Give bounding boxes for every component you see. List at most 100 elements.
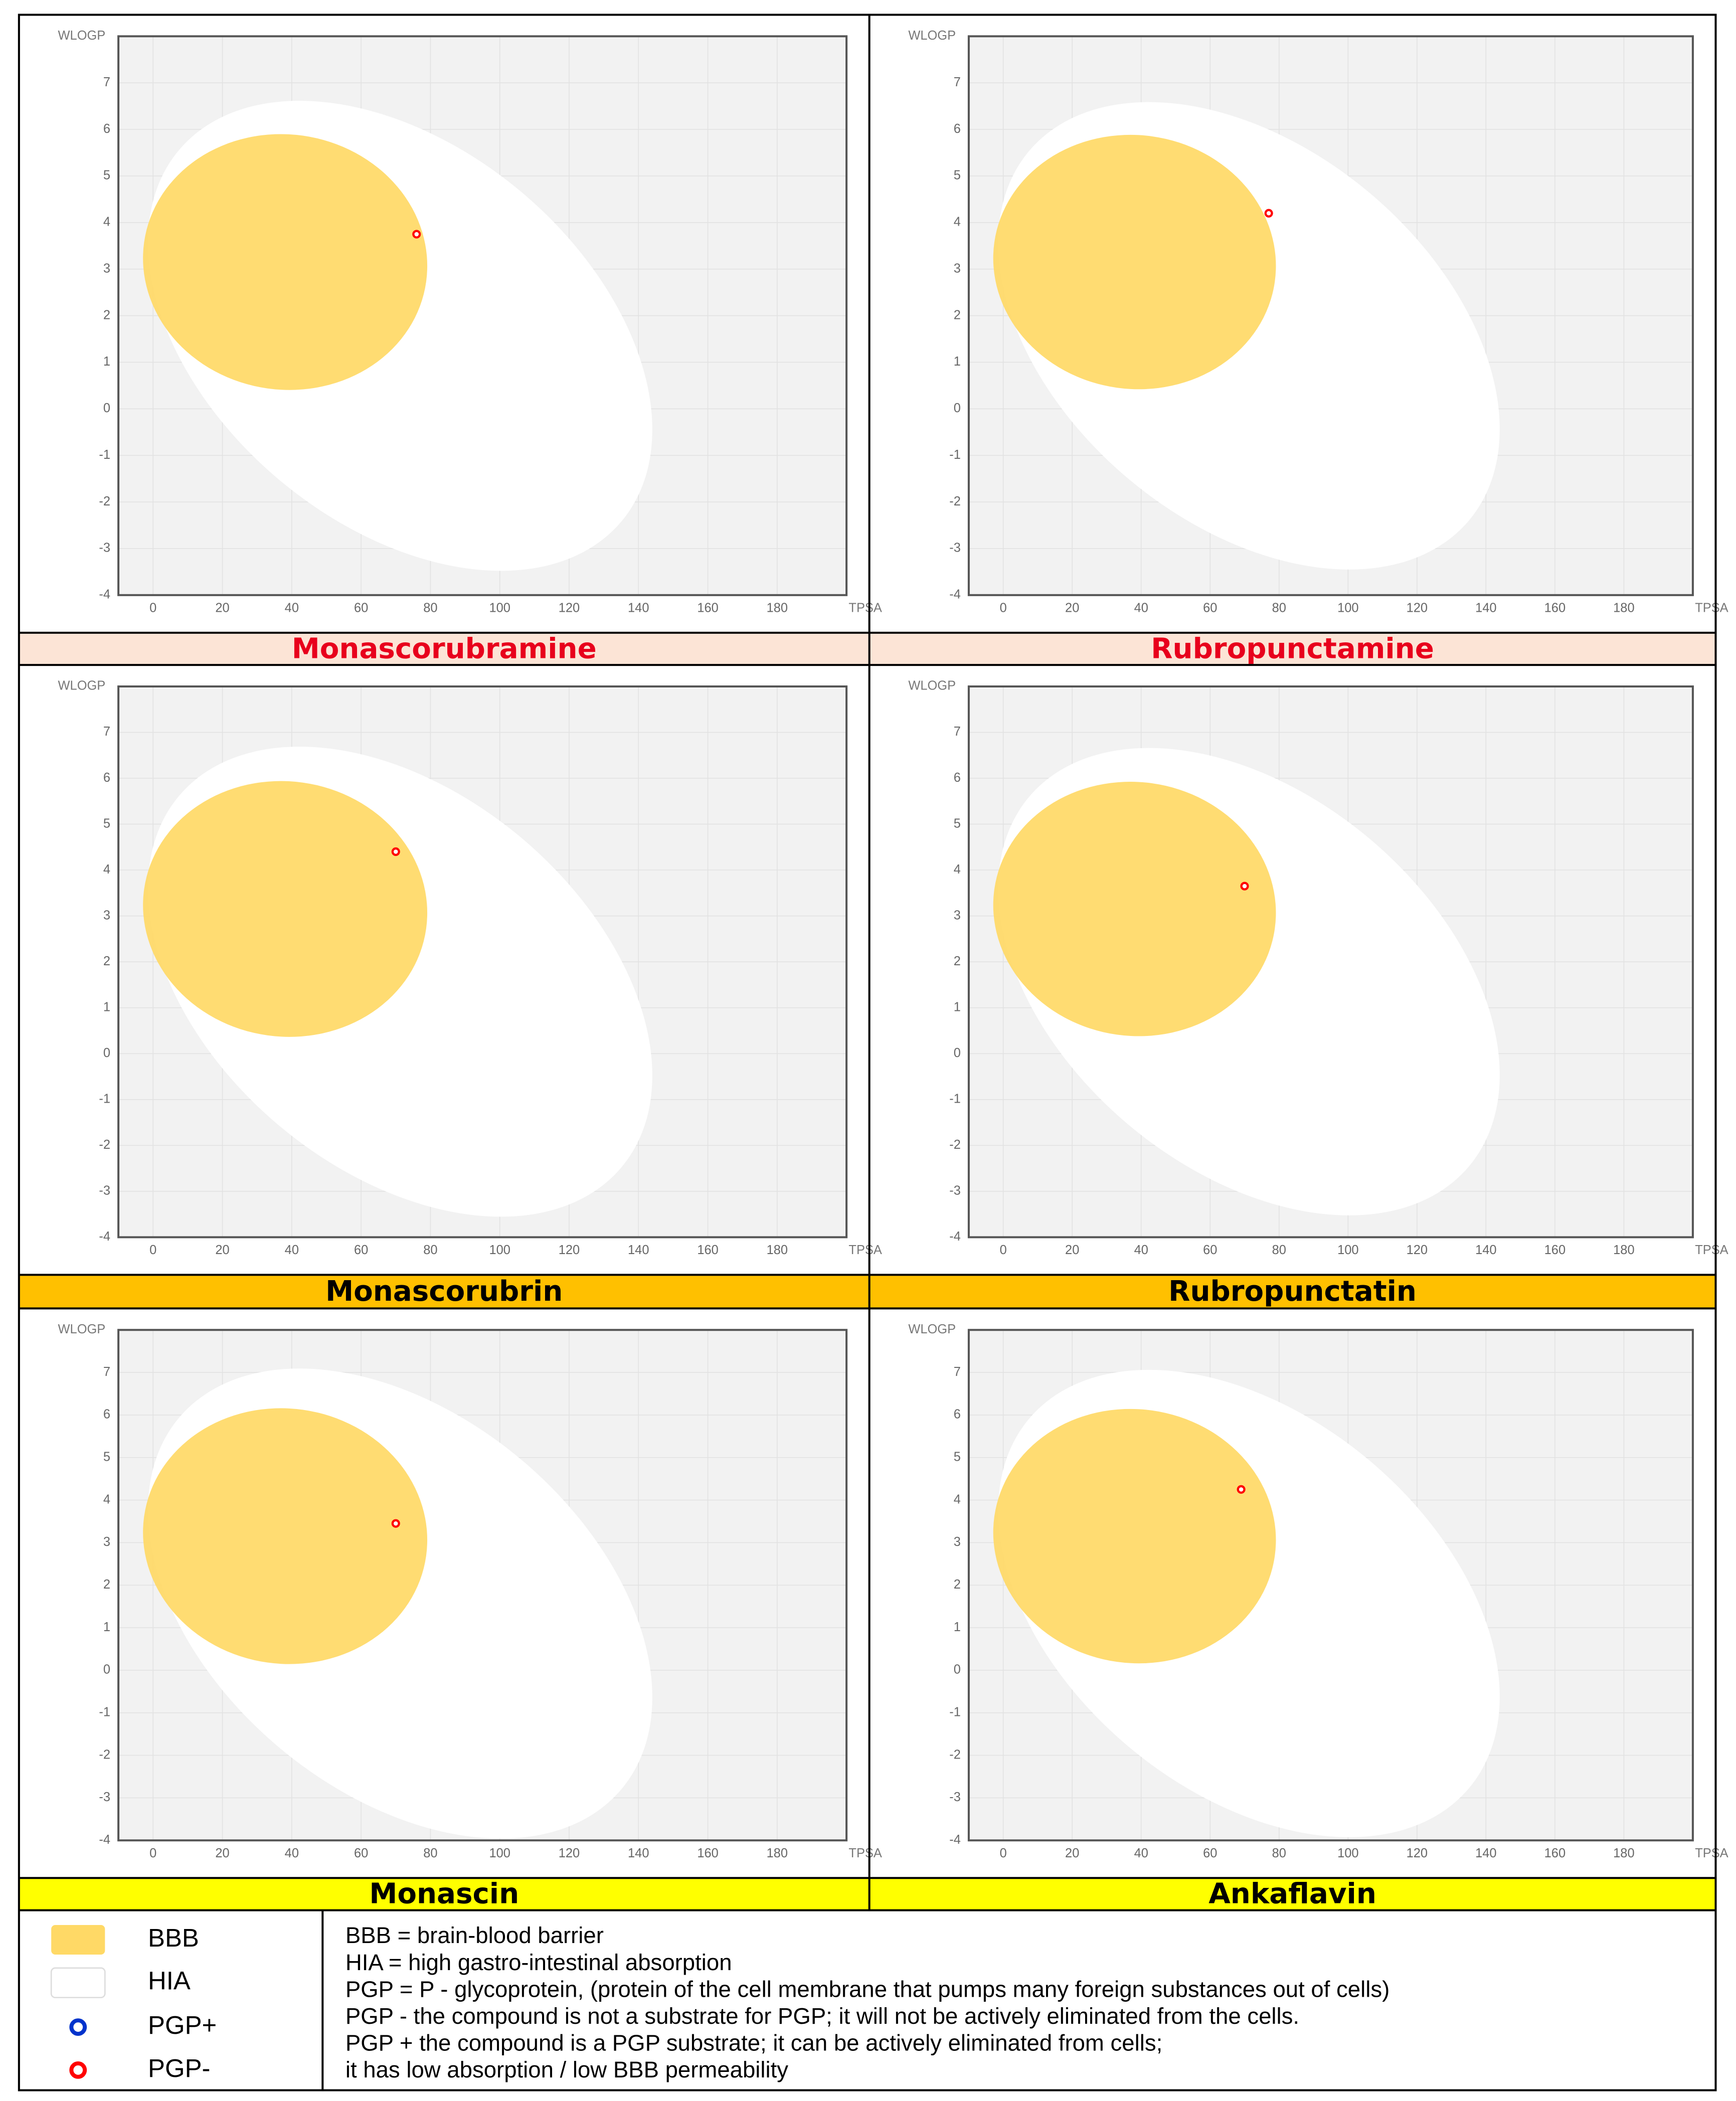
y-tick-label: 5 — [954, 816, 961, 830]
y-tick-label: 5 — [103, 168, 110, 183]
y-tick-label: 6 — [954, 122, 961, 136]
x-tick-label: 120 — [559, 1243, 580, 1257]
x-tick-label: 100 — [489, 1243, 510, 1257]
x-axis-label: TPSA — [1695, 1243, 1728, 1257]
x-tick-label: 40 — [285, 601, 299, 615]
y-axis-label: WLOGP — [58, 679, 106, 693]
y-tick-label: -1 — [99, 1705, 110, 1719]
legend-label: PGP+ — [148, 2011, 217, 2039]
x-tick-label: 40 — [1134, 1243, 1148, 1257]
bbb-region — [993, 782, 1276, 1036]
x-tick-label: 180 — [1613, 1846, 1634, 1860]
y-tick-label: 1 — [954, 355, 961, 369]
bbb-region — [993, 1409, 1276, 1664]
y-tick-label: 7 — [103, 725, 110, 739]
point — [391, 847, 400, 856]
x-tick-label: 0 — [149, 1243, 156, 1257]
y-tick-label: -2 — [949, 494, 961, 508]
x-tick-label: 160 — [1544, 1846, 1566, 1860]
x-tick-label: 80 — [1272, 601, 1286, 615]
x-tick-label: 20 — [1065, 1846, 1079, 1860]
bbb-region — [143, 781, 428, 1037]
x-tick-label: 140 — [1475, 1846, 1496, 1860]
x-tick-label: 80 — [1272, 1243, 1286, 1257]
legend-note: HIA = high gastro-intestinal absorption — [345, 1950, 732, 1975]
x-tick-label: 140 — [1475, 1243, 1496, 1257]
regions — [143, 101, 652, 571]
chart-title: Ankaflavin — [1208, 1878, 1376, 1910]
x-tick-label: 60 — [1203, 1846, 1217, 1860]
y-tick-label: 0 — [103, 1663, 110, 1677]
plot-frame — [967, 35, 1694, 596]
x-tick-label: 140 — [628, 1243, 649, 1257]
y-tick-label: -1 — [949, 1705, 961, 1719]
legend-marker — [69, 2018, 87, 2036]
y-tick-label: -4 — [949, 588, 961, 602]
plot-frame — [967, 1329, 1694, 1842]
x-tick-label: 160 — [697, 1846, 718, 1860]
y-tick-label: 3 — [103, 908, 110, 922]
y-tick-label: -2 — [99, 1138, 110, 1152]
y-tick-label: -3 — [99, 1790, 110, 1804]
x-tick-label: 80 — [423, 1243, 437, 1257]
x-tick-label: 100 — [1337, 601, 1358, 615]
x-tick-label: 20 — [1065, 601, 1079, 615]
x-tick-label: 0 — [1000, 1243, 1007, 1257]
y-axis-label: WLOGP — [908, 679, 956, 693]
y-tick-label: -2 — [99, 494, 110, 508]
x-tick-label: 140 — [628, 601, 649, 615]
x-tick-label: 160 — [1544, 1243, 1566, 1257]
y-tick-label: -4 — [949, 1230, 961, 1244]
x-tick-label: 100 — [1337, 1243, 1358, 1257]
x-tick-label: 80 — [1272, 1846, 1286, 1860]
y-tick-label: -3 — [949, 1184, 961, 1198]
y-tick-label: 5 — [954, 1450, 961, 1464]
y-tick-label: -3 — [949, 541, 961, 555]
x-tick-label: 0 — [1000, 1846, 1007, 1860]
y-tick-label: 4 — [954, 862, 961, 877]
x-tick-label: 40 — [285, 1243, 299, 1257]
x-tick-label: 120 — [1407, 601, 1428, 615]
y-tick-label: 5 — [103, 816, 110, 830]
plot-frame — [117, 685, 848, 1239]
y-tick-label: 3 — [954, 908, 961, 922]
y-tick-label: 7 — [954, 75, 961, 89]
y-tick-label: -1 — [99, 448, 110, 462]
y-tick-label: 7 — [954, 1365, 961, 1379]
y-tick-label: -3 — [949, 1790, 961, 1804]
x-tick-label: 160 — [697, 601, 718, 615]
title-band — [869, 1878, 1716, 1910]
outer-border — [18, 14, 1717, 2091]
x-tick-label: 0 — [149, 1846, 156, 1860]
y-tick-label: 2 — [954, 1578, 961, 1592]
y-tick-label: 7 — [103, 75, 110, 89]
y-tick-label: 3 — [954, 261, 961, 275]
y-tick-label: 4 — [103, 1492, 110, 1506]
bbb-region — [993, 134, 1276, 390]
legend-label: HIA — [148, 1967, 191, 1995]
regions — [143, 1368, 652, 1839]
x-axis-label: TPSA — [848, 1243, 882, 1257]
y-tick-label: 4 — [954, 1492, 961, 1506]
x-axis-label: TPSA — [1695, 601, 1728, 615]
chart-title: Monascorubrin — [325, 1275, 563, 1308]
y-tick-label: -3 — [99, 1184, 110, 1198]
title-band — [869, 1275, 1716, 1309]
x-tick-label: 40 — [285, 1846, 299, 1860]
x-tick-label: 180 — [767, 1846, 788, 1860]
point — [1237, 1485, 1246, 1494]
point — [1240, 882, 1249, 891]
y-tick-label: 4 — [103, 215, 110, 229]
y-tick-label: 4 — [954, 215, 961, 229]
regions — [143, 747, 652, 1217]
point — [391, 1519, 400, 1528]
legend-note: PGP + the compound is a PGP substrate; i… — [345, 2030, 1162, 2056]
y-tick-label: 5 — [103, 1450, 110, 1464]
title-band — [19, 1275, 870, 1309]
x-axis-label: TPSA — [1695, 1846, 1728, 1860]
y-tick-label: 6 — [954, 771, 961, 785]
y-tick-label: 2 — [103, 1578, 110, 1592]
legend-marker — [69, 2061, 87, 2079]
y-axis-label: WLOGP — [58, 1322, 106, 1336]
